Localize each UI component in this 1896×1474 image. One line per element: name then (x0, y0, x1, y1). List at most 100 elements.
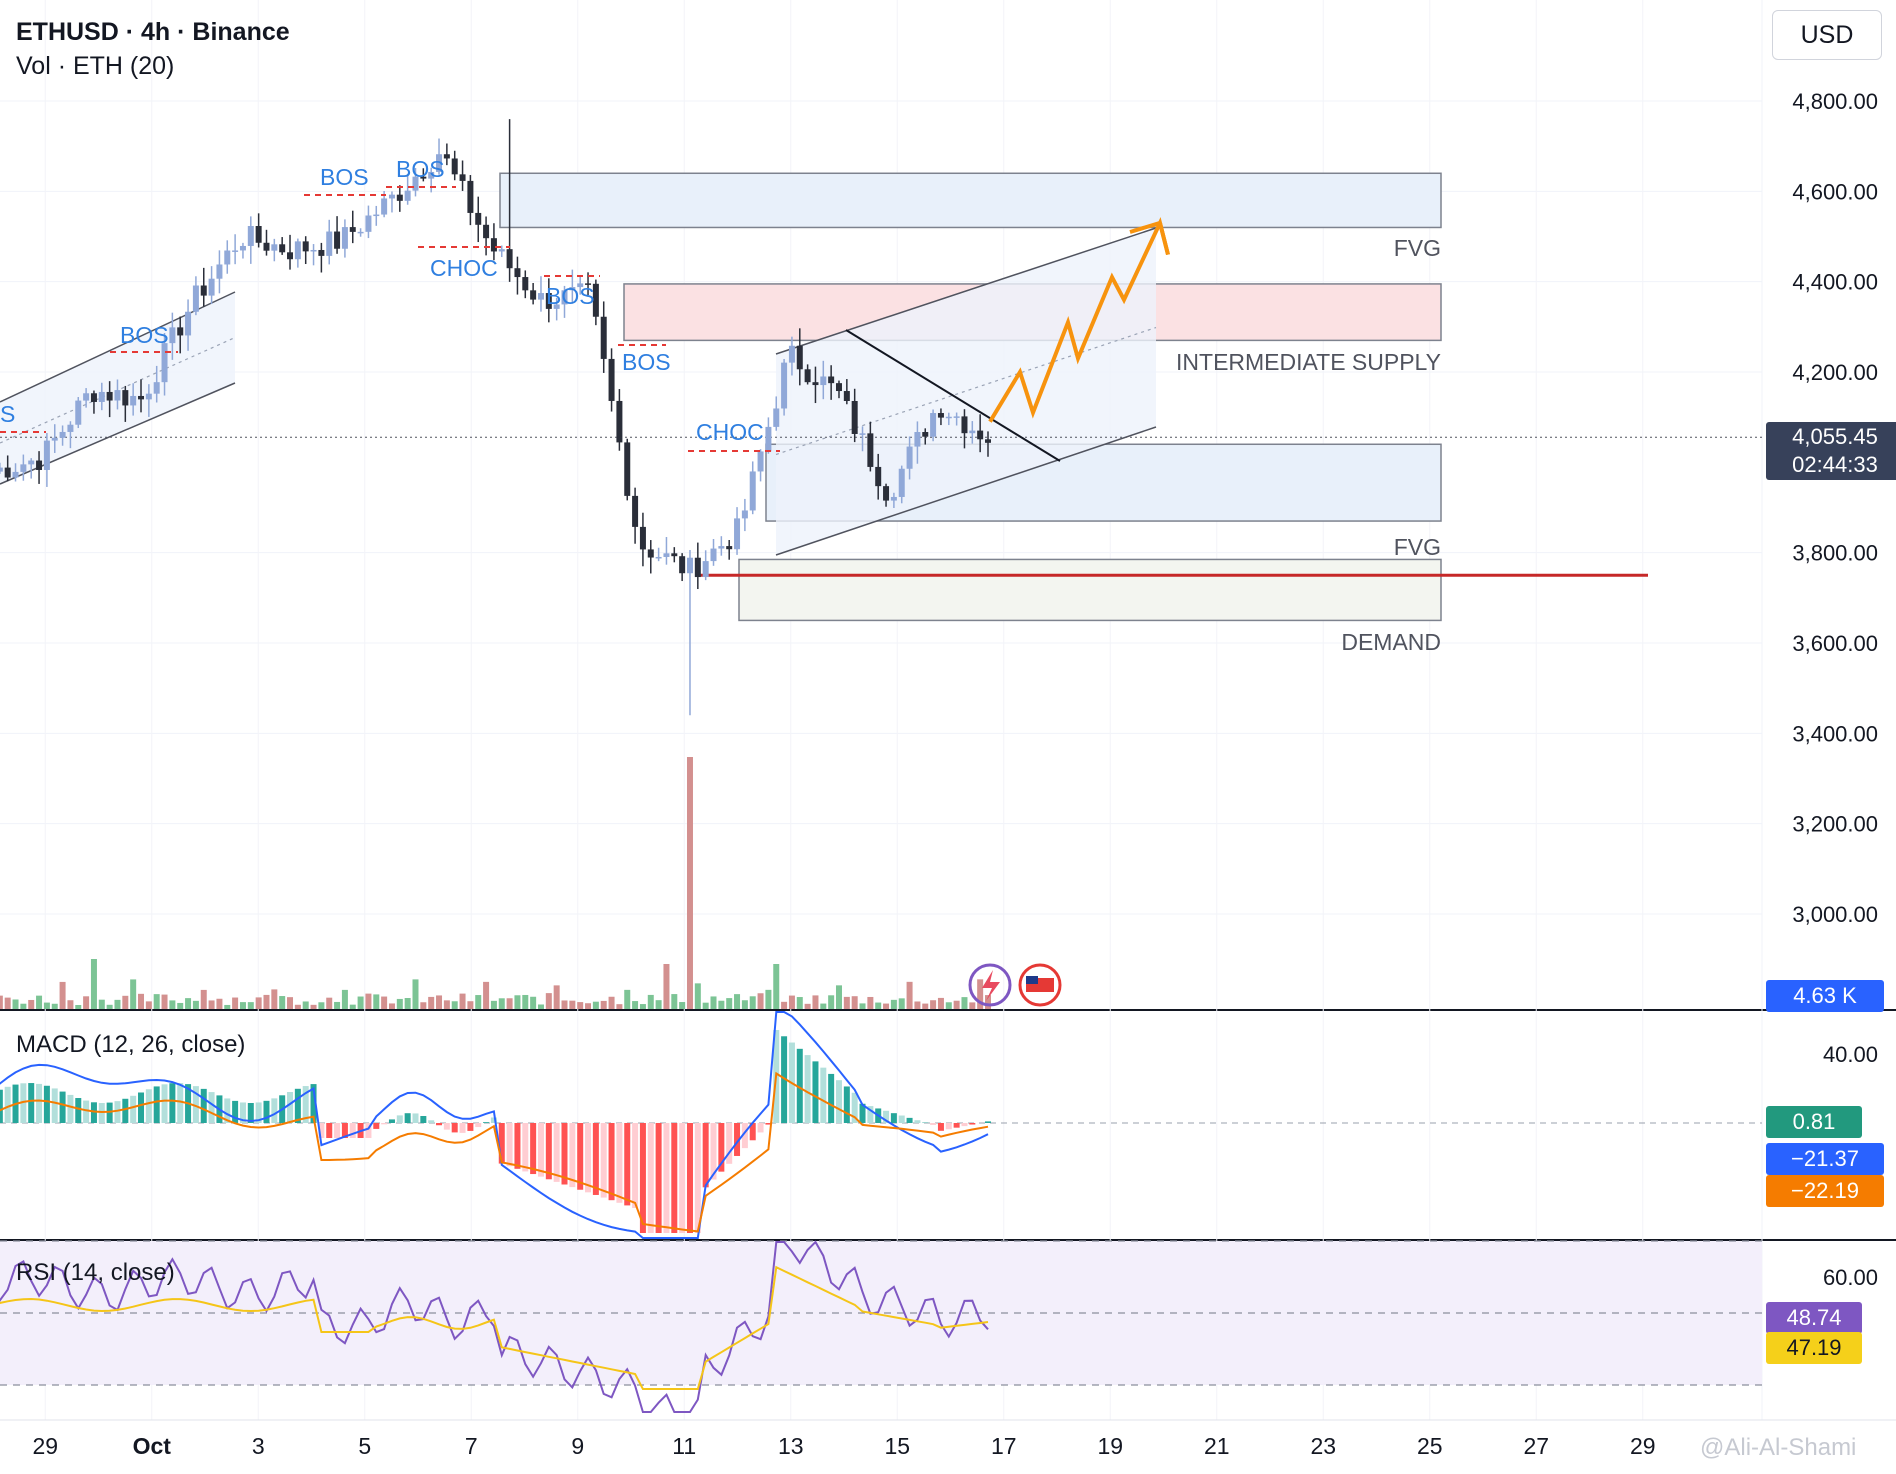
candle-body (694, 557, 701, 578)
macd-histogram-bar (43, 1085, 50, 1123)
right-channel-fill (776, 228, 1156, 555)
candle-body (624, 442, 631, 496)
volume-bar (169, 1000, 176, 1009)
candle-body (914, 432, 921, 447)
candle-body (906, 446, 913, 469)
volume-bar (153, 994, 160, 1009)
macd-histogram-bar (192, 1086, 199, 1123)
volume-bar (686, 757, 693, 1009)
macd-histogram-bar (130, 1095, 137, 1123)
volume-bar (702, 1002, 709, 1009)
rsi-legend[interactable]: RSI (14, close) (16, 1259, 175, 1286)
macd-histogram-bar (569, 1123, 576, 1188)
macd-histogram-bar (702, 1123, 709, 1188)
volume-bar (177, 1002, 184, 1009)
time-tick-label: Oct (133, 1433, 172, 1459)
candle-body (467, 180, 474, 213)
candle-body (208, 278, 215, 296)
candle-body (953, 416, 960, 418)
time-tick-label: 15 (884, 1433, 910, 1459)
rsi-ma-tag: 47.19 (1766, 1332, 1862, 1364)
volume-bar (953, 1000, 960, 1009)
candle-body (796, 345, 803, 370)
volume-bar (145, 1001, 152, 1009)
trendline (845, 329, 1061, 462)
macd-histogram-bar (161, 1084, 168, 1123)
rsi-ma-line (0, 1265, 989, 1390)
macd-histogram-bar (263, 1100, 270, 1123)
candle-body (734, 518, 741, 550)
volume-bar (914, 1001, 921, 1009)
candle-body (985, 439, 991, 443)
symbol-title[interactable]: ETHUSD · 4h · Binance (16, 18, 290, 46)
candle-body (294, 241, 301, 260)
candle-body (977, 430, 984, 440)
macd-histogram-bar (224, 1098, 231, 1123)
candle-body (490, 238, 497, 252)
macd-histogram-bar (436, 1123, 443, 1126)
time-tick-label: 3 (252, 1433, 265, 1459)
macd-histogram-bar (820, 1067, 827, 1123)
volume-bar (12, 999, 19, 1009)
volume-legend[interactable]: Vol · ETH (20) (16, 52, 175, 80)
macd-histogram-bar (467, 1123, 474, 1131)
demand-zone (738, 558, 1442, 622)
price-tick-label: 4,400.00 (1792, 270, 1878, 295)
macd-histogram-bar (859, 1103, 866, 1123)
candle-body (890, 496, 897, 501)
price-tick-label: 3,200.00 (1792, 812, 1878, 837)
candle-body (83, 393, 90, 401)
candle-body (443, 154, 450, 159)
macd-histogram-bar (287, 1091, 294, 1123)
candle-body (349, 227, 356, 232)
structure-label: BOS (396, 156, 445, 182)
currency-button[interactable]: USD (1772, 10, 1882, 60)
volume-bar (36, 995, 43, 1009)
volume-bar (890, 999, 897, 1009)
volume-bar (930, 1000, 937, 1009)
macd-histogram-bar (349, 1123, 356, 1138)
candle-body (279, 244, 286, 253)
macd-histogram-bar (443, 1123, 450, 1130)
candle-body (843, 391, 850, 401)
fvg-lower-zone-label: FVG (1394, 534, 1441, 560)
candle-body (459, 174, 466, 181)
candle-body (718, 546, 725, 549)
candle-body (396, 194, 403, 201)
candle-body (271, 244, 278, 251)
volume-bar (961, 997, 968, 1009)
candle-body (381, 198, 388, 215)
volume-bar (757, 993, 764, 1009)
candle-body (255, 226, 262, 243)
grid-lines (0, 0, 1896, 1421)
volume-bar (851, 996, 858, 1009)
candle-body (388, 194, 395, 199)
volume-bar (75, 1004, 82, 1009)
projection-path (988, 217, 1170, 423)
macd-legend[interactable]: MACD (12, 26, close) (16, 1031, 246, 1058)
macd-histogram-bar (310, 1084, 317, 1123)
macd-histogram-bar (937, 1123, 944, 1131)
candle-body (0, 467, 3, 472)
price-tick-label: 3,800.00 (1792, 541, 1878, 566)
time-tick-label: 13 (778, 1433, 804, 1459)
volume-bar (428, 996, 435, 1009)
candle-body (812, 382, 819, 386)
macd-histogram-bar (51, 1088, 58, 1123)
fvg-upper-zone-label: FVG (1394, 235, 1441, 261)
macd-histogram-bar (255, 1102, 262, 1123)
volume-bar (490, 1000, 497, 1009)
rsi-band (0, 1241, 1762, 1385)
macd-tick-label: 40.00 (1823, 1042, 1878, 1067)
structure-label: CHOC (430, 255, 498, 281)
candle-body (318, 249, 325, 256)
volume-bar (365, 993, 372, 1009)
macd-histogram-bar (945, 1123, 952, 1130)
macd-histogram-bar (90, 1102, 97, 1123)
macd-histogram-bar (373, 1123, 380, 1129)
volume-bar (28, 999, 35, 1009)
volume-bar (185, 998, 192, 1009)
candle-body (710, 548, 717, 562)
candle-body (577, 283, 584, 288)
